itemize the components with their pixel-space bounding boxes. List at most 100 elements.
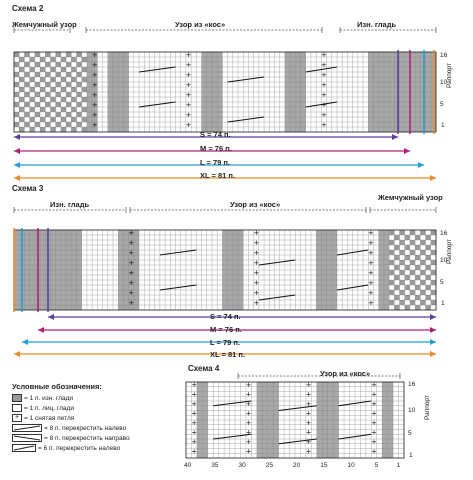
cable-cross-mark xyxy=(278,405,317,411)
slip-stitch-mark: + xyxy=(368,259,374,267)
slip-stitch-mark: + xyxy=(92,61,98,69)
slip-stitch-mark: + xyxy=(92,71,98,79)
scheme2-size-xl: XL = 81 п. xyxy=(200,171,236,180)
slip-stitch-mark: + xyxy=(128,279,134,287)
slip-stitch-mark: + xyxy=(321,111,327,119)
cable-cross-mark xyxy=(305,101,338,108)
slip-stitch-mark: + xyxy=(368,249,374,257)
scheme3-size-s: S = 74 п. xyxy=(210,312,241,321)
scheme4-row-1: 1 xyxy=(409,452,413,459)
scheme2-size-m: M = 76 п. xyxy=(200,144,232,153)
scheme2-arrow-s-end xyxy=(392,134,398,140)
slip-stitch-mark: + xyxy=(92,81,98,89)
scheme2-row-5: 5 xyxy=(440,101,444,108)
scheme2-row-10: 10 xyxy=(440,79,448,86)
scheme2-arrow-l-start xyxy=(14,162,20,168)
slip-stitch-mark: + xyxy=(191,447,197,455)
scheme4-section-cables: Узор из «кос» xyxy=(320,369,371,378)
scheme4-row-16: 16 xyxy=(408,381,416,388)
slip-stitch-mark: + xyxy=(128,299,134,307)
slip-stitch-mark: + xyxy=(371,428,377,436)
slip-stitch-mark: + xyxy=(371,381,377,389)
slip-stitch-mark: + xyxy=(371,419,377,427)
cable-cross-mark xyxy=(258,259,296,266)
cable-cross-mark xyxy=(213,433,252,440)
scheme4-title: Схема 4 xyxy=(188,364,220,373)
scheme4-row-5: 5 xyxy=(408,430,412,437)
slip-stitch-mark: + xyxy=(306,419,312,427)
slip-stitch-icon: + xyxy=(12,414,22,422)
slip-stitch-mark: + xyxy=(321,81,327,89)
scheme3-arrow-s-start xyxy=(48,314,54,320)
slip-stitch-mark: + xyxy=(246,438,252,446)
cable-cross-mark xyxy=(227,116,265,123)
knit-swatch-icon xyxy=(12,404,22,412)
cable-cross-mark xyxy=(336,249,369,256)
scheme2-chart: + + + + + + + + + + + + + + + + + + + + + + + + xyxy=(13,50,437,134)
slip-stitch-mark: + xyxy=(368,289,374,297)
slip-stitch-mark: + xyxy=(321,101,327,109)
cable-cross-mark xyxy=(305,66,338,73)
slip-stitch-mark: + xyxy=(186,101,192,109)
slip-stitch-mark: + xyxy=(246,400,252,408)
slip-stitch-mark: + xyxy=(246,381,252,389)
legend-item-cross-right-8: = 8 п. перекрестить направо xyxy=(12,433,187,443)
cross-left-8-icon xyxy=(12,424,42,432)
slip-stitch-mark: + xyxy=(253,239,259,247)
slip-stitch-mark: + xyxy=(306,390,312,398)
scheme3-arrow-l-end xyxy=(430,339,436,345)
slip-stitch-mark: + xyxy=(253,249,259,257)
slip-stitch-mark: + xyxy=(321,91,327,99)
scheme4-row-10: 10 xyxy=(408,407,416,414)
slip-stitch-mark: + xyxy=(246,409,252,417)
scheme4-col-number: 40 xyxy=(184,462,192,469)
scheme4-chart: ++++++++++++++++++++++++++++++++ xyxy=(185,381,405,459)
scheme4-col-number: 1 xyxy=(396,462,401,469)
cable-cross-mark xyxy=(159,284,197,291)
cable-cross-mark xyxy=(138,66,176,73)
scheme3-row-1: 1 xyxy=(441,300,445,307)
slip-stitch-mark: + xyxy=(191,438,197,446)
legend: Условные обозначения: = 1 п. изн. глади … xyxy=(12,382,187,453)
scheme2-row-1: 1 xyxy=(441,122,445,129)
slip-stitch-mark: + xyxy=(186,61,192,69)
slip-stitch-mark: + xyxy=(246,447,252,455)
slip-stitch-mark: + xyxy=(191,381,197,389)
slip-stitch-mark: + xyxy=(191,400,197,408)
cable-cross-mark xyxy=(227,76,265,83)
scheme2-rapport: Раппорт xyxy=(446,63,453,88)
slip-stitch-mark: + xyxy=(253,289,259,297)
scheme3-title: Схема 3 xyxy=(12,184,44,193)
scheme2-arrow-m-end xyxy=(404,148,410,154)
scheme2-section-reverse: Изн. гладь xyxy=(357,20,397,29)
slip-stitch-mark: + xyxy=(371,447,377,455)
slip-stitch-mark: + xyxy=(128,269,134,277)
slip-stitch-mark: + xyxy=(246,390,252,398)
slip-stitch-mark: + xyxy=(92,101,98,109)
scheme3-arrow-m-start xyxy=(38,327,44,333)
slip-stitch-mark: + xyxy=(253,279,259,287)
slip-stitch-mark: + xyxy=(321,51,327,59)
slip-stitch-mark: + xyxy=(321,121,327,129)
slip-stitch-mark: + xyxy=(186,111,192,119)
slip-stitch-mark: + xyxy=(128,259,134,267)
scheme3-section-cables: Узор из «кос» xyxy=(230,200,281,209)
scheme4-col-number: 10 xyxy=(347,462,355,469)
legend-item-purl: = 1 п. изн. глади xyxy=(12,393,187,403)
slip-stitch-mark: + xyxy=(128,239,134,247)
scheme4-col-number: 30 xyxy=(238,462,246,469)
scheme3-rapport: Раппорт xyxy=(446,239,453,264)
slip-stitch-mark: + xyxy=(306,409,312,417)
scheme2-title: Схема 2 xyxy=(12,4,44,13)
slip-stitch-mark: + xyxy=(191,409,197,417)
scheme2-row-16: 16 xyxy=(440,52,448,59)
scheme3-chart: + + + + + + + + + + + + + + + + + + + + + + + + xyxy=(13,228,437,312)
scheme3-arrow-s-end xyxy=(430,314,436,320)
scheme4-col-number: 15 xyxy=(320,462,328,469)
scheme2-size-s: S = 74 п. xyxy=(200,130,231,139)
scheme2-arrow-xl-start xyxy=(14,175,20,181)
scheme3-size-l: L = 79 п. xyxy=(210,338,241,347)
slip-stitch-mark: + xyxy=(306,447,312,455)
cable-cross-mark xyxy=(258,294,296,301)
scheme3-arrow-m-end xyxy=(430,327,436,333)
